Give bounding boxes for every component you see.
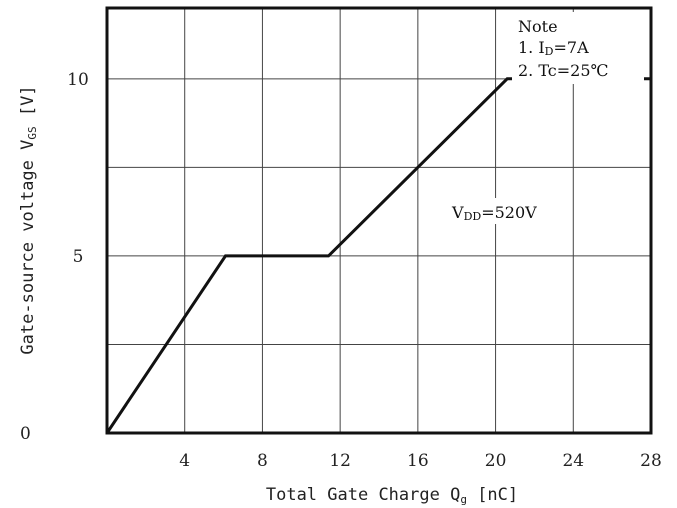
vdd-label-prefix: V: [451, 203, 464, 222]
x-tick-label-5: 24: [562, 451, 584, 471]
x-tick-label-4: 20: [485, 451, 507, 471]
vdd-label-value: =520V: [481, 203, 537, 222]
y-tick-labels: 0 5 10: [20, 70, 89, 444]
note-line-1-prefix: 1. I: [518, 38, 545, 57]
x-axis-title-sub: g: [460, 493, 467, 506]
x-tick-label-3: 16: [407, 451, 429, 471]
vdd-label: VDD=520V: [451, 203, 537, 223]
note-background: [512, 12, 644, 84]
y-axis-title-unit: [V]: [18, 85, 38, 126]
note-line-1-sub: D: [545, 45, 554, 58]
y-tick-label-1: 5: [73, 247, 84, 267]
note-line-1: 1. ID=7A: [518, 38, 589, 58]
x-tick-label-1: 8: [257, 451, 268, 471]
note-line-2-prefix: 2. Tc: [518, 61, 557, 80]
x-tick-label-2: 12: [329, 451, 351, 471]
note-line-1-value: =7A: [554, 38, 590, 57]
x-axis-title-main: Total Gate Charge Q: [266, 485, 460, 505]
vdd-label-background: [448, 198, 564, 224]
y-axis-title-sub: GS: [26, 126, 39, 139]
x-tick-label-0: 4: [179, 451, 190, 471]
x-axis-title: Total Gate Charge Qg [nC]: [266, 485, 518, 506]
x-tick-labels: 4 8 12 16 20 24 28: [179, 451, 662, 471]
y-tick-label-2: 10: [67, 70, 89, 90]
note-line-2-value: =25℃: [557, 61, 609, 80]
x-tick-label-6: 28: [640, 451, 662, 471]
y-tick-label-0: 0: [20, 424, 31, 444]
y-axis-title-main: Gate-source voltage V: [18, 140, 38, 355]
x-axis-title-unit: [nC]: [467, 485, 518, 505]
plot-frame: [105, 6, 653, 435]
vdd-label-sub: DD: [464, 210, 482, 223]
y-axis-title: Gate-source voltage VGS [V]: [18, 85, 39, 354]
note-title: Note: [518, 17, 558, 36]
note-line-2: 2. Tc=25℃: [518, 61, 608, 80]
